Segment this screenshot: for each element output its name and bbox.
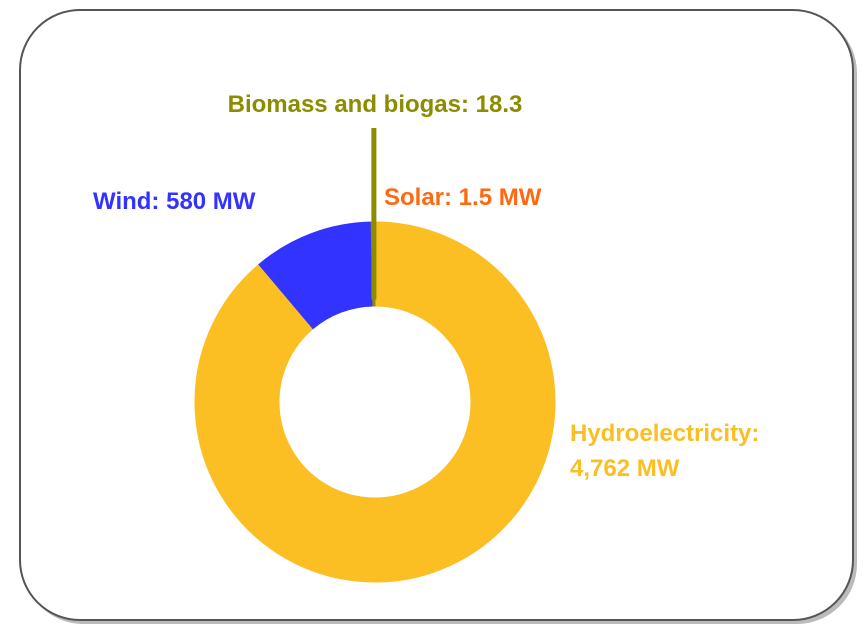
data-label: Hydroelectricity: 4,762 MW xyxy=(570,420,759,482)
donut-segment xyxy=(194,221,556,583)
data-label-line: Biomass and biogas: 18.3 xyxy=(228,91,523,118)
data-label: Biomass and biogas: 18.3 xyxy=(228,91,523,118)
data-label: Solar: 1.5 MW xyxy=(384,184,542,211)
data-label-line: Solar: 1.5 MW xyxy=(384,184,542,211)
data-label-line: Wind: 580 MW xyxy=(93,188,256,215)
data-label: Wind: 580 MW xyxy=(93,188,256,215)
data-label-line: 4,762 MW xyxy=(570,455,680,482)
data-label-line: Hydroelectricity: xyxy=(570,420,759,447)
